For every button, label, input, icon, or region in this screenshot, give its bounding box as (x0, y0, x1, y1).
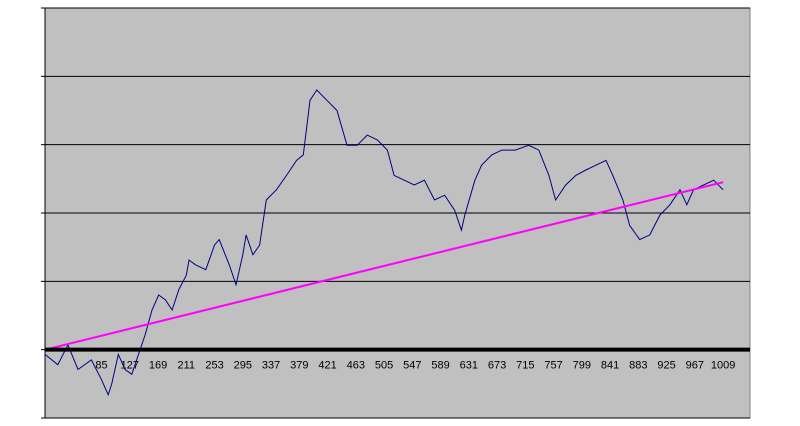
x-tick-label: 715 (516, 360, 534, 372)
x-tick-label: 1009 (711, 360, 735, 372)
x-tick-label: 967 (686, 360, 704, 372)
x-tick-label: 841 (601, 360, 619, 372)
x-tick-label: 505 (375, 360, 393, 372)
x-tick-label: 337 (262, 360, 280, 372)
x-tick-label: 883 (629, 360, 647, 372)
x-tick-label: 463 (347, 360, 365, 372)
x-tick-label: 799 (573, 360, 591, 372)
x-tick-label: 757 (544, 360, 562, 372)
x-tick-label: 925 (657, 360, 675, 372)
x-tick-label: 379 (290, 360, 308, 372)
x-tick-label: 589 (431, 360, 449, 372)
x-tick-label: 295 (234, 360, 252, 372)
x-tick-label: 421 (318, 360, 336, 372)
x-tick-label: 631 (460, 360, 478, 372)
x-tick-label: 169 (149, 360, 167, 372)
x-tick-label: 211 (177, 360, 195, 372)
series-line (44, 89, 724, 397)
series-line (44, 181, 724, 351)
x-tick-label: 547 (403, 360, 421, 372)
x-tick-label: 85 (95, 360, 107, 372)
x-tick-label: 253 (205, 360, 223, 372)
x-tick-label: 673 (488, 360, 506, 372)
